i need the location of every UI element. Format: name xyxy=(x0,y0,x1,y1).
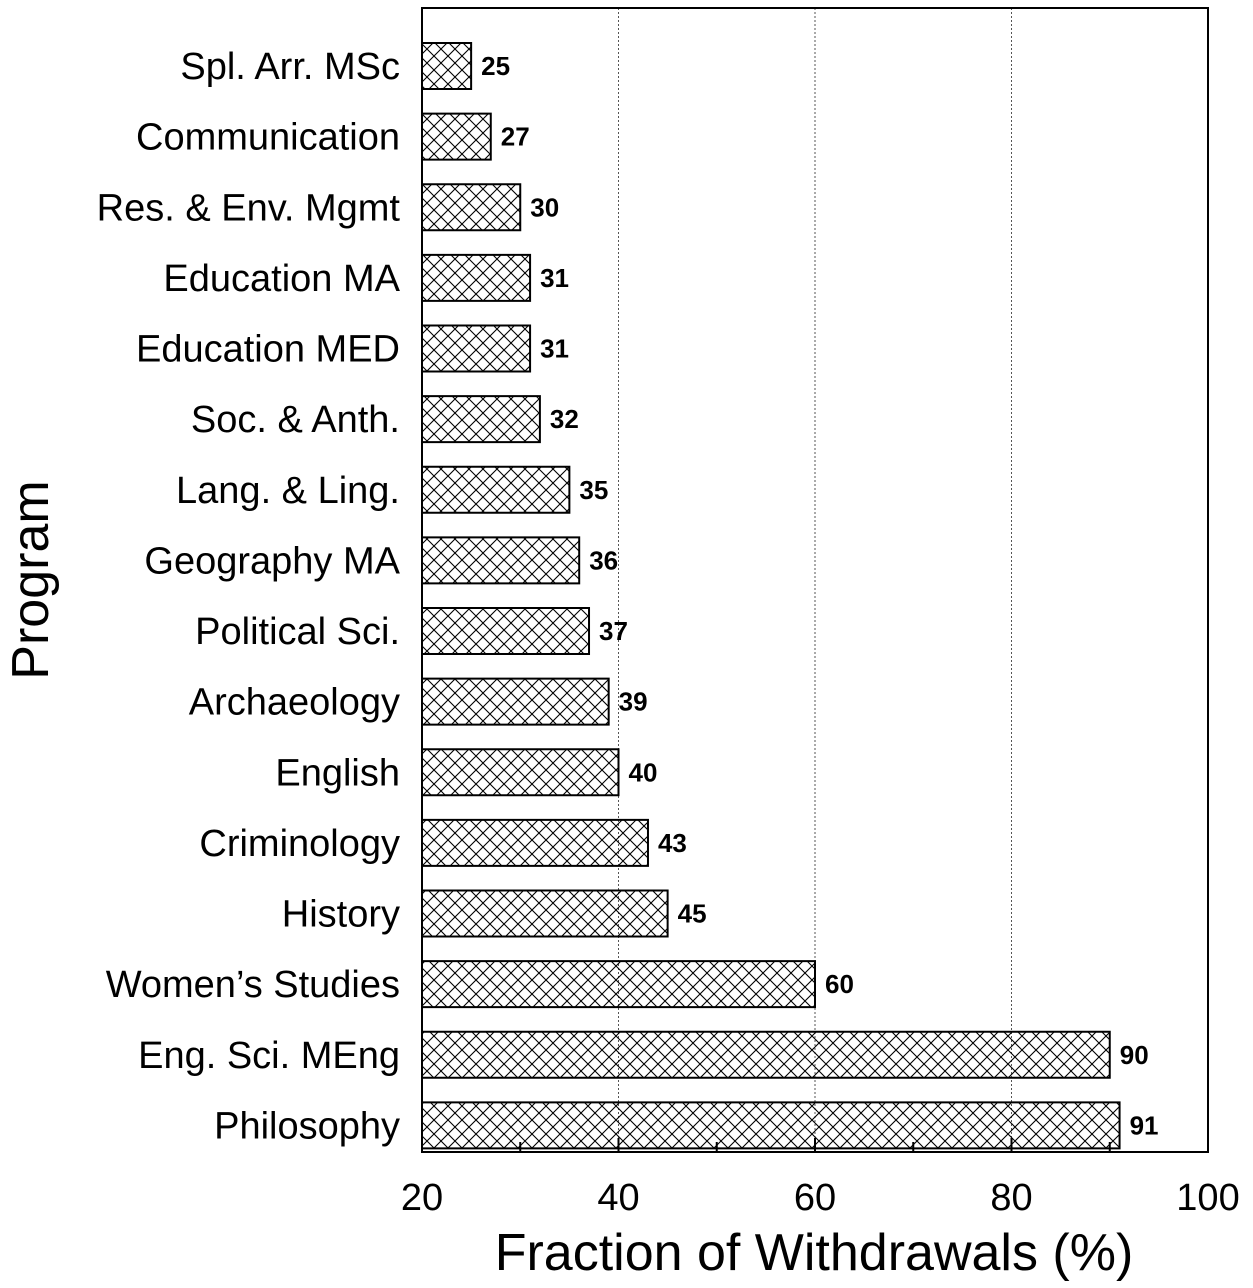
x-tick-label-60: 60 xyxy=(794,1177,836,1219)
category-label-5: Soc. & Anth. xyxy=(191,399,400,441)
value-label-10: 40 xyxy=(629,757,658,787)
category-label-4: Education MED xyxy=(136,329,400,371)
category-label-3: Education MA xyxy=(163,258,400,300)
bar-15 xyxy=(421,1101,1121,1150)
value-labels: 25 27 30 31 31 32 35 36 37 39 40 43 45 60 90 91 xyxy=(481,51,1158,1140)
bar-14 xyxy=(421,1030,1111,1079)
y-axis-title: Program xyxy=(2,480,60,679)
bar-4 xyxy=(421,324,532,373)
bar-0 xyxy=(421,42,473,90)
value-label-6: 35 xyxy=(579,475,608,505)
value-label-3: 31 xyxy=(540,263,569,293)
value-label-11: 43 xyxy=(658,828,687,858)
value-label-0: 25 xyxy=(481,51,510,81)
bar-2 xyxy=(421,183,522,232)
bars xyxy=(421,42,1121,1150)
category-label-1: Communication xyxy=(136,117,400,159)
bar-6 xyxy=(421,465,571,514)
value-label-7: 36 xyxy=(589,545,618,575)
bar-8 xyxy=(421,607,591,655)
category-label-2: Res. & Env. Mgmt xyxy=(97,187,401,229)
value-label-12: 45 xyxy=(678,899,707,929)
category-label-15: Philosophy xyxy=(214,1105,400,1147)
value-label-1: 27 xyxy=(501,122,530,152)
bar-5 xyxy=(421,395,541,444)
category-label-14: Eng. Sci. MEng xyxy=(138,1035,400,1077)
category-label-9: Archaeology xyxy=(189,682,400,724)
bar-9 xyxy=(421,677,610,726)
value-label-9: 39 xyxy=(619,687,648,717)
bar-3 xyxy=(421,253,532,302)
bar-10 xyxy=(421,748,620,797)
category-label-12: History xyxy=(282,894,400,936)
value-label-14: 90 xyxy=(1120,1040,1149,1070)
category-label-6: Lang. & Ling. xyxy=(176,470,400,512)
x-tick-label-40: 40 xyxy=(597,1177,639,1219)
bar-13 xyxy=(421,960,816,1009)
category-label-11: Criminology xyxy=(199,823,400,865)
category-labels: Spl. Arr. MSc Communication Res. & Env. Mg… xyxy=(97,46,401,1147)
bar-12 xyxy=(421,889,669,938)
x-tick-label-80: 80 xyxy=(990,1177,1032,1219)
value-label-4: 31 xyxy=(540,334,569,364)
value-label-15: 91 xyxy=(1130,1110,1159,1140)
value-label-13: 60 xyxy=(825,969,854,999)
value-label-8: 37 xyxy=(599,616,628,646)
bar-7 xyxy=(421,536,581,585)
category-label-13: Women’s Studies xyxy=(106,964,400,1006)
x-tick-label-20: 20 xyxy=(401,1177,443,1219)
category-label-7: Geography MA xyxy=(144,540,400,582)
category-label-0: Spl. Arr. MSc xyxy=(180,46,400,88)
x-tick-label-100: 100 xyxy=(1176,1177,1239,1219)
x-axis-ticks: 20 40 60 80 100 xyxy=(401,1138,1240,1219)
value-label-5: 32 xyxy=(550,404,579,434)
value-label-2: 30 xyxy=(530,192,559,222)
x-axis-title: Fraction of Withdrawals (%) xyxy=(495,1224,1134,1282)
bar-1 xyxy=(421,112,492,161)
category-label-8: Political Sci. xyxy=(195,611,400,653)
bar-11 xyxy=(421,818,649,867)
category-label-10: English xyxy=(275,752,400,794)
